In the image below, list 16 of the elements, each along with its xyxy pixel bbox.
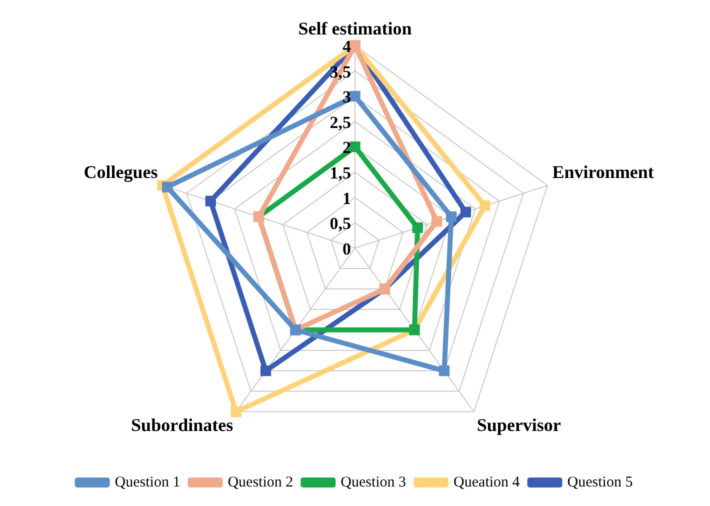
legend-label: Question 1 bbox=[114, 474, 180, 490]
spoke-label: Collegues bbox=[84, 162, 158, 182]
y-tick-label: 1 bbox=[342, 188, 351, 208]
y-tick-label: 2,5 bbox=[330, 112, 351, 132]
y-tick-label: 4 bbox=[342, 36, 352, 56]
y-tick-label: 0 bbox=[342, 239, 351, 258]
legend-label: Question 3 bbox=[340, 474, 406, 490]
spoke-label: Self estimation bbox=[298, 18, 412, 38]
y-tick-label: 0,5 bbox=[330, 214, 351, 234]
legend-label: Question 2 bbox=[228, 474, 294, 490]
y-tick-label: 1,5 bbox=[330, 163, 351, 182]
legend-label: Queation 4 bbox=[454, 474, 520, 490]
spoke-label: Supervisor bbox=[476, 415, 561, 436]
legend-label: Question 5 bbox=[567, 474, 633, 490]
spoke-label: Subordinates bbox=[131, 415, 234, 436]
spoke-label: Environment bbox=[552, 162, 654, 182]
